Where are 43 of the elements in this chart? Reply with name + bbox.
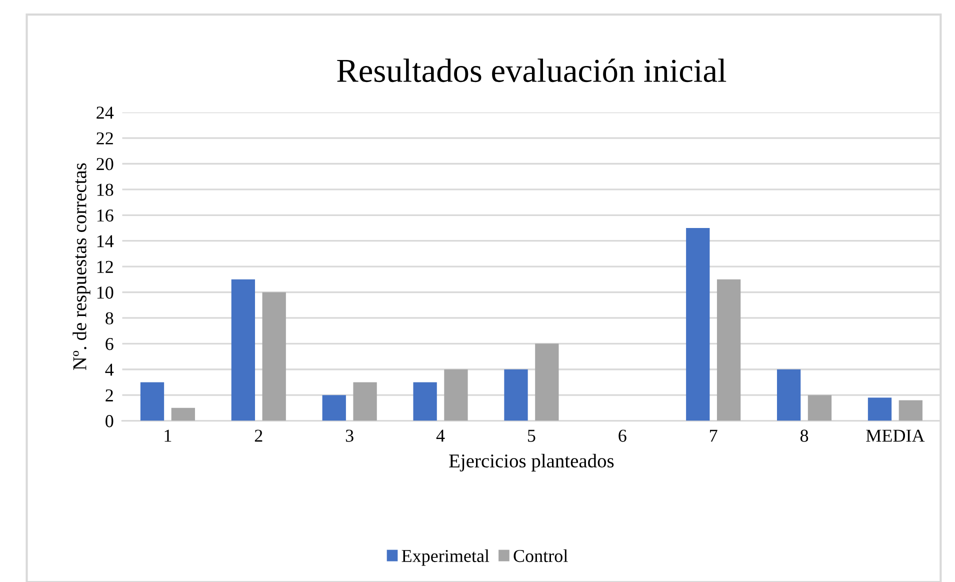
y-tick-label: 12 [97,260,113,273]
bar [171,408,195,421]
x-tick-label: 6 [618,430,626,442]
y-tick-label: 0 [106,415,114,428]
bar [353,382,377,421]
bar [322,395,346,421]
bar [262,292,286,421]
bar [140,382,164,421]
y-tick-label: 2 [106,389,113,402]
y-tick-label: 4 [105,364,114,376]
x-tick-label: 5 [528,430,536,442]
x-tick-label: MEDIA [866,430,925,442]
x-tick-label: 2 [254,430,262,442]
x-axis-title: Ejercicios planteados [449,454,614,472]
x-tick-label: 8 [800,430,808,442]
y-tick-label: 22 [96,132,113,144]
bar [686,228,710,421]
x-tick-label: 3 [346,430,354,442]
bar [808,395,832,421]
bar [444,369,468,421]
y-axis-title: Nº. de respuestas correctas [72,163,90,370]
bar [898,400,922,421]
x-tick-label: 7 [710,430,718,442]
y-tick-label: 10 [97,286,114,299]
legend-label: Experimetal [402,549,490,566]
y-tick-label: 16 [97,209,114,222]
y-tick-label: 18 [97,184,114,196]
bar [231,279,256,421]
y-tick-label: 14 [97,235,114,248]
y-tick-label: 8 [106,312,114,324]
x-tick-label: 4 [436,430,445,442]
y-tick-label: 20 [96,158,114,170]
bar [868,398,892,421]
x-tick-label: 1 [164,430,172,442]
legend-label: Control [514,549,568,562]
y-tick-label: 24 [96,106,114,119]
bar [776,369,801,421]
bar [504,369,528,421]
bar [716,279,741,421]
chart-title: Resultados evaluación inicial [337,58,726,82]
bar [413,382,437,421]
y-tick-label: 6 [106,338,114,350]
bar [535,344,559,421]
